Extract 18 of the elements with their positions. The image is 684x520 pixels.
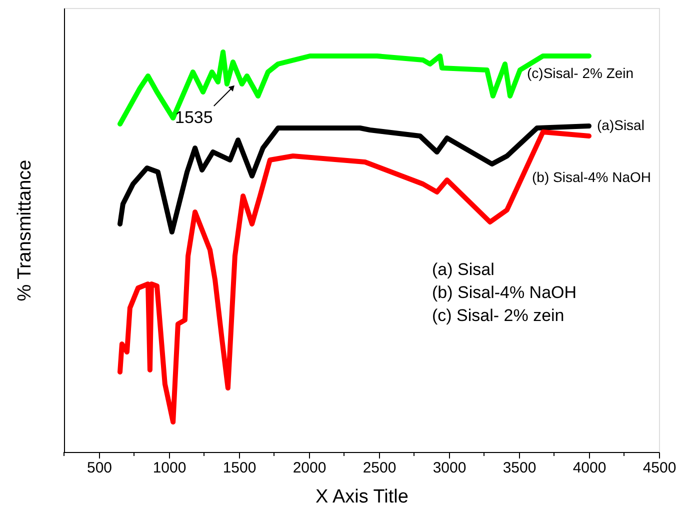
y-axis-title: % Transmittance bbox=[14, 160, 36, 302]
x-tick-label: 3000 bbox=[432, 460, 466, 476]
series-label: (a)Sisal bbox=[597, 117, 644, 133]
series-label: (c)Sisal- 2% Zein bbox=[527, 65, 634, 81]
annotation: (a) Sisal bbox=[432, 260, 494, 279]
x-tick-label: 1000 bbox=[152, 460, 186, 476]
x-tick-label: 1500 bbox=[222, 460, 256, 476]
x-tick-label: 2000 bbox=[292, 460, 326, 476]
x-tick-label: 3500 bbox=[502, 460, 536, 476]
x-tick-label: 2500 bbox=[362, 460, 396, 476]
x-tick-label: 4500 bbox=[642, 460, 676, 476]
x-tick-label: 4000 bbox=[572, 460, 606, 476]
annotation: (c) Sisal- 2% zein bbox=[432, 306, 564, 325]
x-axis-title: X Axis Title bbox=[316, 486, 408, 508]
annotation: (b) Sisal-4% NaOH bbox=[432, 283, 577, 302]
x-tick-label: 500 bbox=[86, 460, 112, 476]
series-label: (b) Sisal-4% NaOH bbox=[532, 169, 652, 185]
annotation: 1535 bbox=[174, 108, 213, 127]
